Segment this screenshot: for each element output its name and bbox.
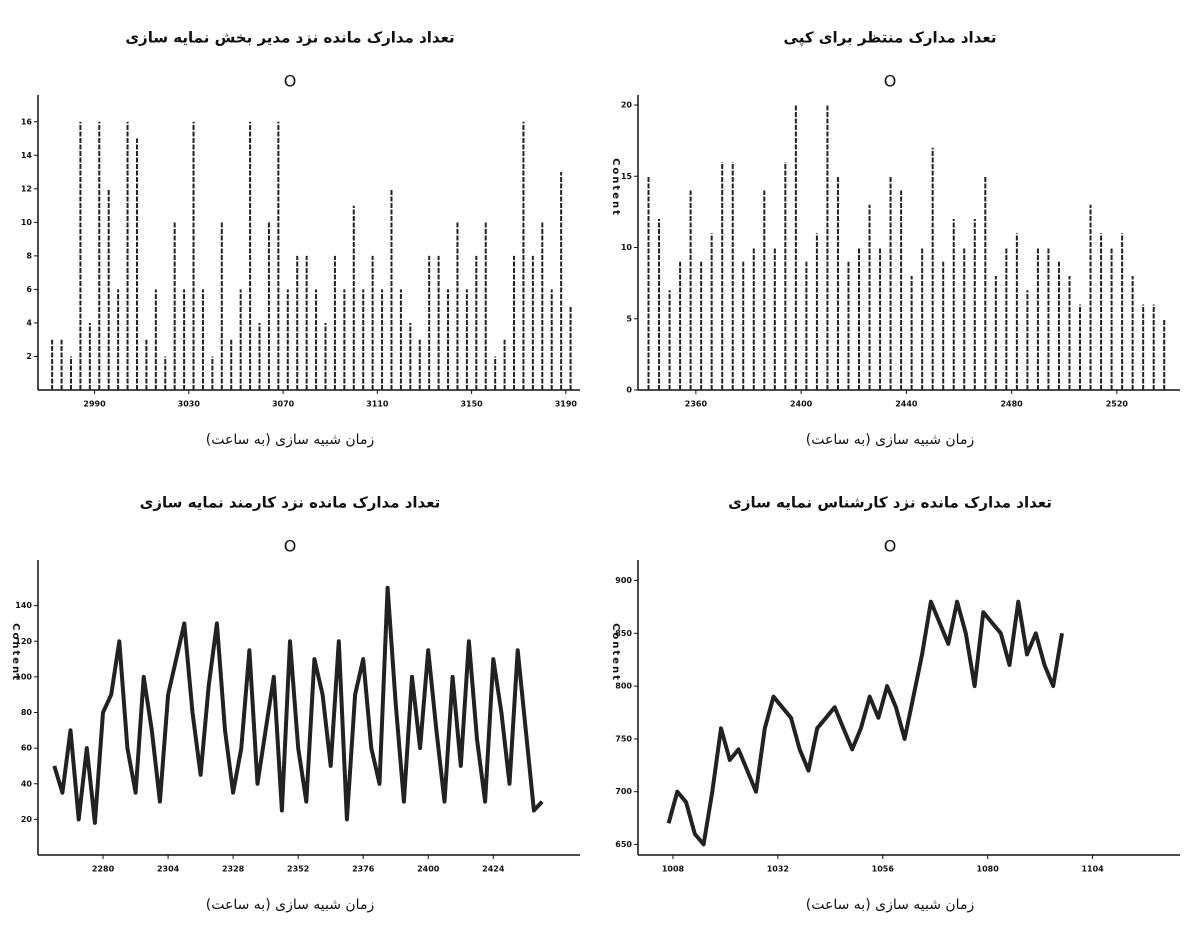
- x-tick-label: 1056: [872, 865, 895, 874]
- x-axis-label: زمان شبیه سازی (به ساعت): [206, 897, 374, 913]
- y-tick-label: 10: [621, 243, 633, 252]
- y-tick-label: 12: [21, 184, 32, 193]
- x-tick-label: 3070: [272, 400, 295, 409]
- x-tick-label: 2328: [222, 865, 245, 874]
- chart-title: تعداد مدارک مانده نزد کارشناس نمایه سازی: [728, 494, 1052, 512]
- y-tick-label: 20: [21, 815, 33, 824]
- x-tick-label: 2400: [790, 400, 813, 409]
- x-tick-label: 2480: [1000, 400, 1023, 409]
- y-tick-label: 850: [615, 629, 632, 638]
- chart-subtitle: O: [284, 537, 297, 556]
- x-tick-label: 2376: [352, 865, 375, 874]
- y-tick-label: 6: [26, 285, 32, 294]
- y-tick-label: 5: [626, 314, 632, 323]
- y-axis-label: Content: [10, 623, 21, 682]
- x-tick-label: 2440: [895, 400, 918, 409]
- x-tick-label: 2360: [685, 400, 708, 409]
- y-tick-label: 80: [21, 708, 33, 717]
- chart-title: تعداد مدارک مانده نزد مدیر بخش نمایه ساز…: [125, 29, 454, 47]
- x-tick-label: 3150: [460, 400, 483, 409]
- y-tick-label: 16: [21, 117, 33, 126]
- x-axis-label: زمان شبیه سازی (به ساعت): [806, 897, 974, 913]
- x-tick-label: 2280: [92, 865, 115, 874]
- y-tick-label: 14: [21, 151, 33, 160]
- x-tick-label: 3110: [366, 400, 389, 409]
- y-tick-label: 8: [26, 251, 32, 260]
- chart-subtitle: O: [284, 72, 297, 91]
- y-tick-label: 120: [15, 637, 32, 646]
- x-tick-label: 2352: [287, 865, 309, 874]
- chart-title: تعداد مدارک منتظر برای کپی: [784, 29, 997, 48]
- y-tick-label: 2: [26, 352, 32, 361]
- y-axis-label: Content: [610, 158, 621, 217]
- y-tick-label: 10: [21, 218, 33, 227]
- x-tick-label: 2400: [417, 865, 440, 874]
- y-tick-label: 0: [626, 386, 632, 395]
- y-tick-label: 800: [615, 682, 632, 691]
- x-tick-label: 2304: [157, 865, 180, 874]
- chart-title: تعداد مدارک مانده نزد کارمند نمایه سازی: [140, 494, 441, 512]
- y-tick-label: 140: [15, 601, 32, 610]
- x-tick-label: 2990: [83, 400, 106, 409]
- y-tick-label: 650: [615, 840, 632, 849]
- y-tick-label: 40: [21, 779, 33, 788]
- y-tick-label: 900: [615, 576, 632, 585]
- x-tick-label: 1032: [767, 865, 789, 874]
- x-tick-label: 3030: [178, 400, 201, 409]
- x-tick-label: 1008: [662, 865, 685, 874]
- x-tick-label: 2424: [482, 865, 505, 874]
- y-axis-label: Content: [610, 623, 621, 682]
- y-tick-label: 60: [21, 744, 33, 753]
- x-tick-label: 1080: [977, 865, 1000, 874]
- y-tick-label: 4: [26, 318, 32, 327]
- x-tick-label: 2520: [1106, 400, 1129, 409]
- y-tick-label: 20: [621, 101, 633, 110]
- y-tick-label: 100: [15, 672, 32, 681]
- x-axis-label: زمان شبیه سازی (به ساعت): [206, 432, 374, 448]
- chart-subtitle: O: [884, 537, 897, 556]
- data-line: [52, 585, 544, 825]
- x-tick-label: 1104: [1081, 865, 1104, 874]
- x-tick-label: 3190: [555, 400, 578, 409]
- x-axis-label: زمان شبیه سازی (به ساعت): [806, 432, 974, 448]
- chart-subtitle: O: [884, 72, 897, 91]
- y-tick-label: 700: [615, 787, 632, 796]
- data-line: [666, 599, 1064, 847]
- y-tick-label: 15: [621, 172, 633, 181]
- y-tick-label: 750: [615, 734, 632, 743]
